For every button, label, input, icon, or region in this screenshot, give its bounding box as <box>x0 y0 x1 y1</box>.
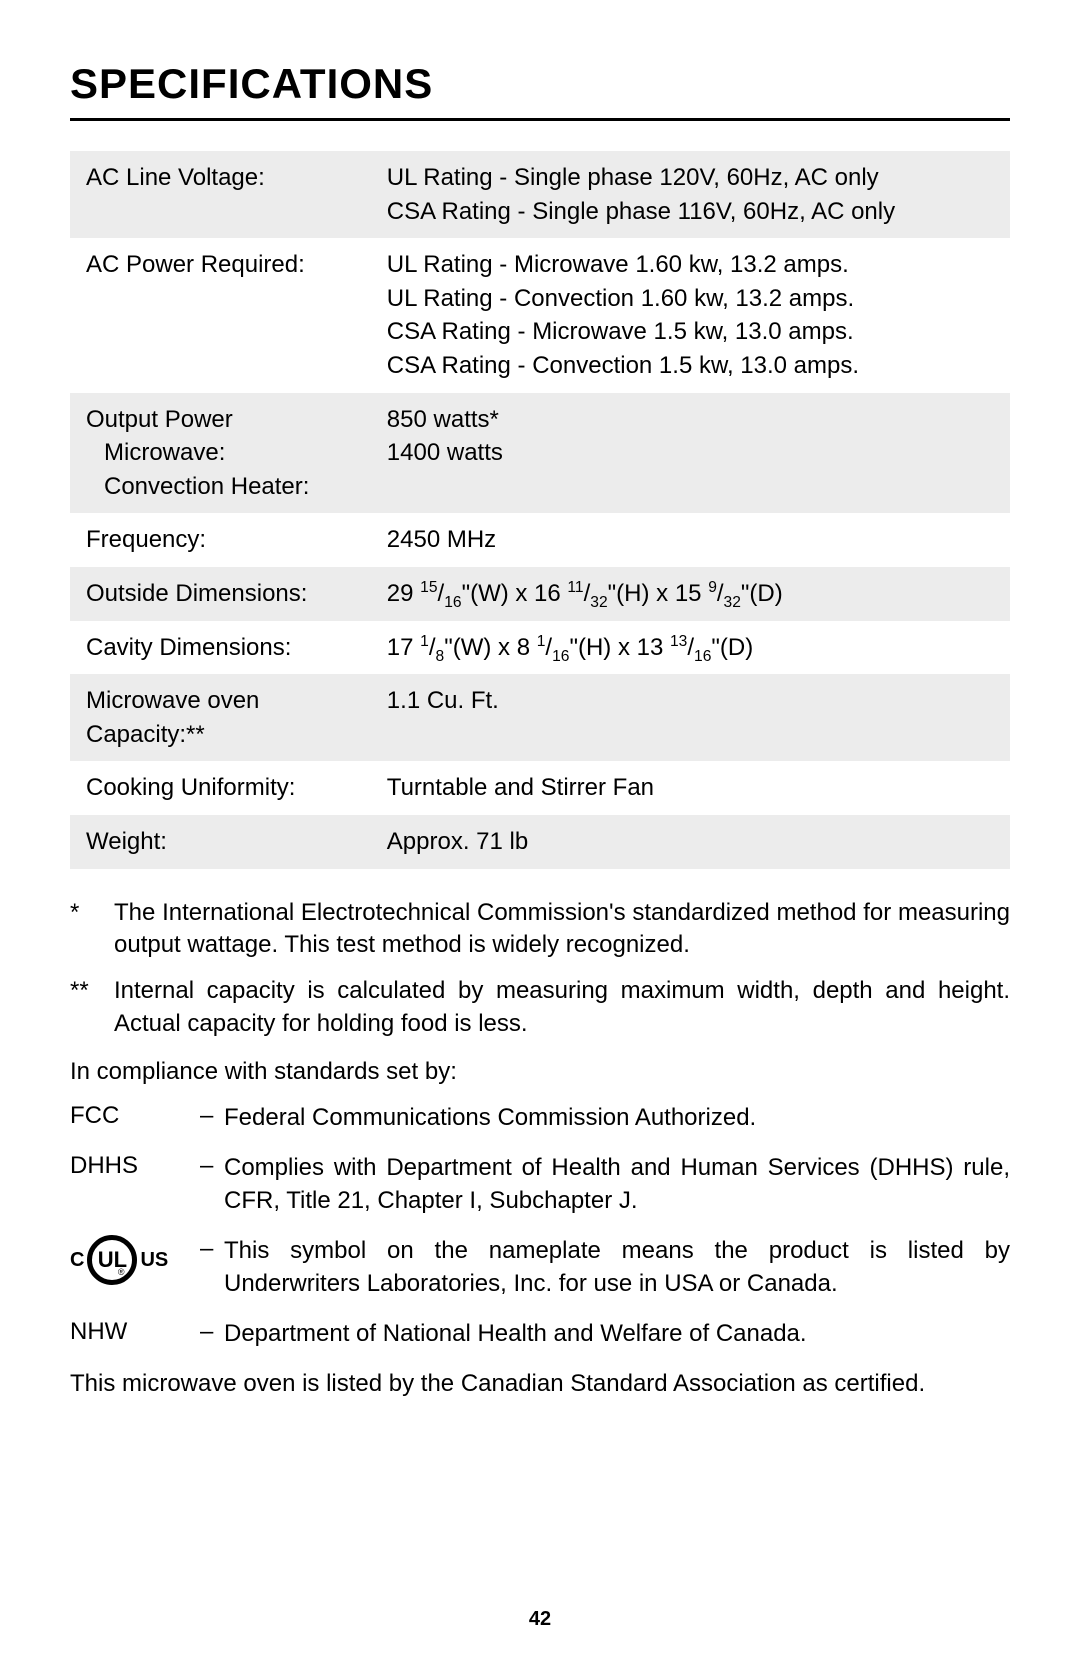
spec-value: UL Rating - Single phase 120V, 60Hz, AC … <box>371 151 1010 238</box>
page-number: 42 <box>0 1608 1080 1631</box>
spec-value: UL Rating - Microwave 1.60 kw, 13.2 amps… <box>371 238 1010 392</box>
spec-label: Weight: <box>70 815 371 869</box>
dash: – <box>200 1318 224 1346</box>
compliance-abbr: NHW <box>70 1318 200 1346</box>
table-row: Cooking Uniformity:Turntable and Stirrer… <box>70 761 1010 815</box>
spec-value: Turntable and Stirrer Fan <box>371 761 1010 815</box>
compliance-desc: This symbol on the nameplate means the p… <box>224 1235 1010 1300</box>
dash: – <box>200 1152 224 1180</box>
table-row: Outside Dimensions:29 15/16"(W) x 16 11/… <box>70 567 1010 621</box>
spec-label: Outside Dimensions: <box>70 567 371 621</box>
compliance-desc: Department of National Health and Welfar… <box>224 1318 1010 1350</box>
footnotes: *The International Electrotechnical Comm… <box>70 897 1010 1041</box>
spec-label: AC Line Voltage: <box>70 151 371 238</box>
spec-label: AC Power Required: <box>70 238 371 392</box>
table-row: AC Power Required:UL Rating - Microwave … <box>70 238 1010 392</box>
spec-value: 1.1 Cu. Ft. <box>371 674 1010 761</box>
ul-logo-icon: CULUS <box>70 1235 168 1285</box>
footnote-text: Internal capacity is calculated by measu… <box>114 975 1010 1040</box>
table-row: Frequency:2450 MHz <box>70 513 1010 567</box>
spec-value: 850 watts*1400 watts <box>371 393 1010 514</box>
specifications-table: AC Line Voltage:UL Rating - Single phase… <box>70 151 1010 869</box>
table-row: Cavity Dimensions:17 1/8"(W) x 8 1/16"(H… <box>70 621 1010 675</box>
spec-value: 29 15/16"(W) x 16 11/32"(H) x 15 9/32"(D… <box>371 567 1010 621</box>
compliance-intro: In compliance with standards set by: <box>70 1058 1010 1086</box>
spec-value: Approx. 71 lb <box>371 815 1010 869</box>
footnote: **Internal capacity is calculated by mea… <box>70 975 1010 1040</box>
footnote: *The International Electrotechnical Comm… <box>70 897 1010 962</box>
compliance-desc: Federal Communications Commission Author… <box>224 1102 1010 1134</box>
footnote-mark: ** <box>70 975 114 1040</box>
final-text: This microwave oven is listed by the Can… <box>70 1368 1010 1400</box>
table-row: Output PowerMicrowave:Convection Heater:… <box>70 393 1010 514</box>
compliance-list: FCC–Federal Communications Commission Au… <box>70 1102 1010 1350</box>
dash: – <box>200 1235 224 1263</box>
table-row: AC Line Voltage:UL Rating - Single phase… <box>70 151 1010 238</box>
footnote-mark: * <box>70 897 114 962</box>
spec-value: 17 1/8"(W) x 8 1/16"(H) x 13 13/16"(D) <box>371 621 1010 675</box>
spec-label: Cavity Dimensions: <box>70 621 371 675</box>
table-row: Microwave ovenCapacity:**1.1 Cu. Ft. <box>70 674 1010 761</box>
spec-label: Cooking Uniformity: <box>70 761 371 815</box>
compliance-item: FCC–Federal Communications Commission Au… <box>70 1102 1010 1134</box>
spec-label: Frequency: <box>70 513 371 567</box>
compliance-abbr: DHHS <box>70 1152 200 1180</box>
spec-value: 2450 MHz <box>371 513 1010 567</box>
compliance-desc: Complies with Department of Health and H… <box>224 1152 1010 1217</box>
compliance-item: DHHS–Complies with Department of Health … <box>70 1152 1010 1217</box>
page-title: SPECIFICATIONS <box>70 60 1010 121</box>
compliance-item: CULUS –This symbol on the nameplate means… <box>70 1235 1010 1300</box>
footnote-text: The International Electrotechnical Commi… <box>114 897 1010 962</box>
spec-label: Microwave ovenCapacity:** <box>70 674 371 761</box>
spec-label: Output PowerMicrowave:Convection Heater: <box>70 393 371 514</box>
compliance-abbr: CULUS <box>70 1235 200 1285</box>
dash: – <box>200 1102 224 1130</box>
table-row: Weight:Approx. 71 lb <box>70 815 1010 869</box>
compliance-abbr: FCC <box>70 1102 200 1130</box>
compliance-item: NHW–Department of National Health and We… <box>70 1318 1010 1350</box>
